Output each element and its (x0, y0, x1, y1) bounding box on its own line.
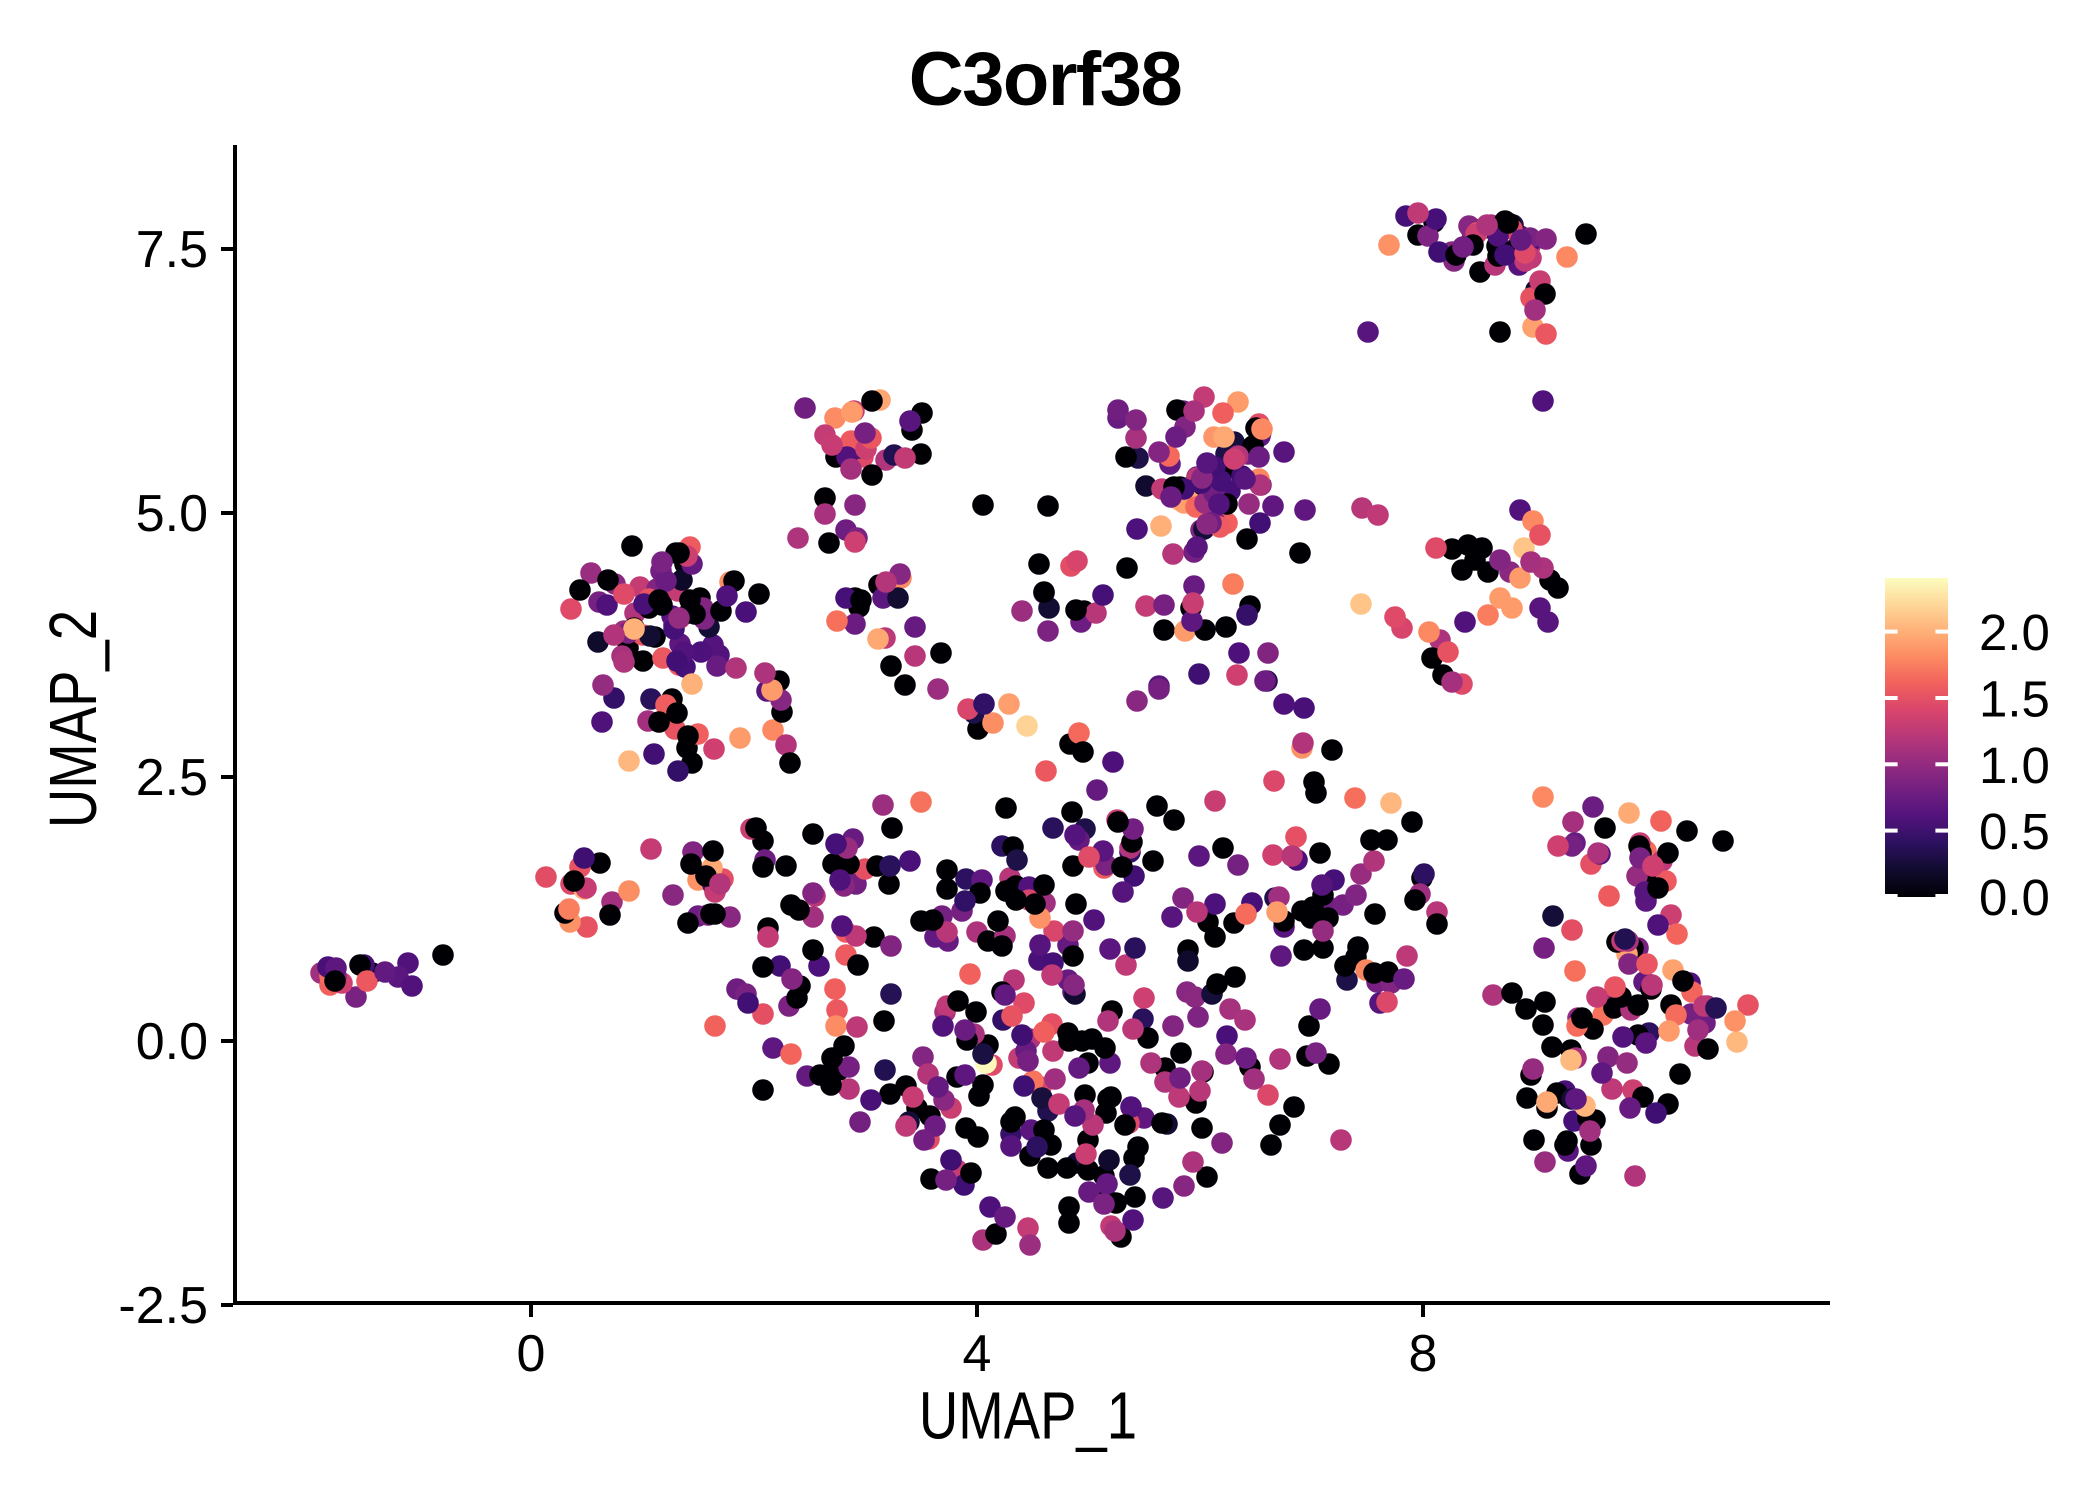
svg-text:0.0: 0.0 (136, 1013, 208, 1071)
svg-text:UMAP_1: UMAP_1 (919, 1378, 1137, 1452)
svg-text:1.0: 1.0 (1979, 737, 2050, 794)
svg-text:C3orf38: C3orf38 (909, 37, 1182, 122)
svg-text:1.5: 1.5 (1979, 671, 2050, 728)
svg-text:0.0: 0.0 (1979, 869, 2050, 926)
svg-text:5.0: 5.0 (136, 485, 208, 543)
svg-text:2.0: 2.0 (1979, 604, 2050, 661)
svg-text:4: 4 (963, 1325, 992, 1383)
svg-text:0.5: 0.5 (1979, 803, 2050, 860)
svg-text:2.5: 2.5 (136, 749, 208, 807)
svg-text:-2.5: -2.5 (118, 1277, 208, 1335)
svg-text:8: 8 (1409, 1325, 1438, 1383)
svg-text:0: 0 (517, 1325, 546, 1383)
svg-text:7.5: 7.5 (136, 221, 208, 279)
svg-text:UMAP_2: UMAP_2 (36, 610, 110, 828)
